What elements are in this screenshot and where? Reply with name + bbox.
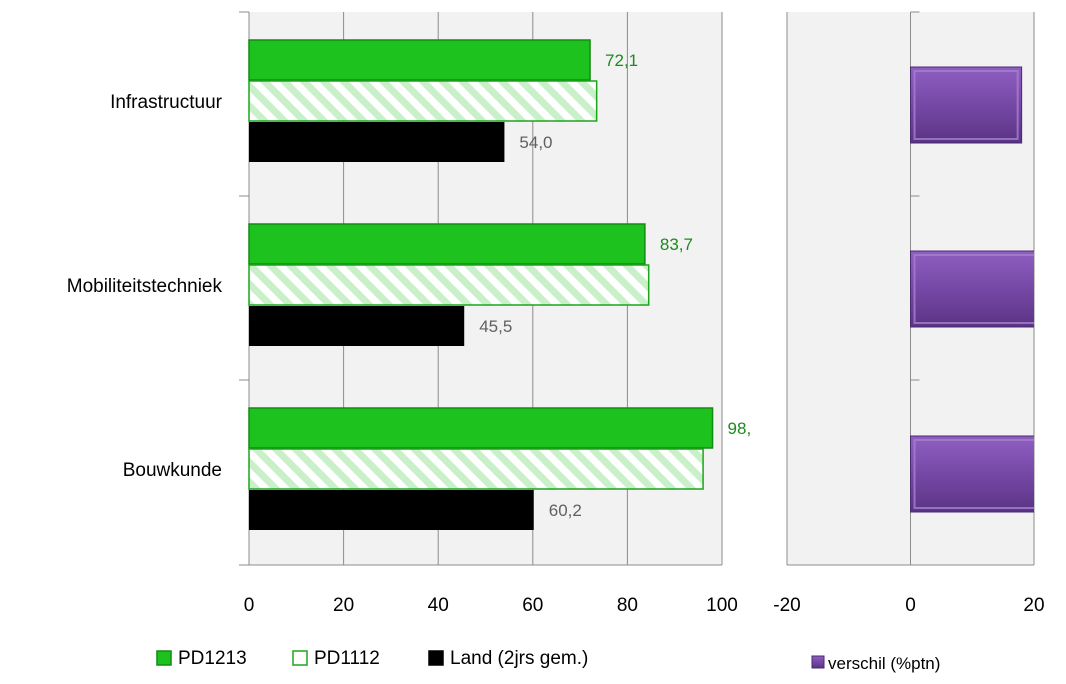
right-x-tick-label: 20 xyxy=(1023,595,1044,616)
data-label-pd1213-infrastructuur: 72,1 xyxy=(605,51,638,70)
bar-verschil-mobiliteitstechniek xyxy=(911,251,1066,327)
bar-pd1213-mobiliteitstechniek xyxy=(249,224,645,264)
category-label-bouwkunde: Bouwkunde xyxy=(123,460,222,481)
legend: PD1213 PD1112 Land (2jrs gem.) verschil (%p… xyxy=(157,648,940,673)
category-label-infrastructuur: Infrastructuur xyxy=(110,92,223,113)
bar-pd1213-bouwkunde xyxy=(249,408,713,448)
bar-land-2jrs-gem-bouwkunde xyxy=(249,490,534,530)
legend-label-land-2jrs-gem: Land (2jrs gem.) xyxy=(450,648,588,669)
legend-swatch-pd1112 xyxy=(293,651,307,665)
bar-verschil-bouwkunde xyxy=(911,436,1066,512)
left-x-tick-label: 60 xyxy=(522,595,543,616)
data-label-pd1213-bouwkunde: 98, xyxy=(728,419,752,438)
right-bar-chart: -20 0 20 xyxy=(773,12,1066,616)
bar-pd1112-bouwkunde xyxy=(249,449,703,489)
left-x-tick-label: 20 xyxy=(333,595,354,616)
legend-label-pd1213: PD1213 xyxy=(178,648,247,669)
legend-label-pd1112: PD1112 xyxy=(314,648,380,669)
right-x-tick-label: -20 xyxy=(773,595,800,616)
legend-swatch-pd1213 xyxy=(157,651,171,665)
bar-land-2jrs-gem-infrastructuur xyxy=(249,122,504,162)
legend-swatch-land-2jrs-gem xyxy=(429,651,443,665)
right-bars xyxy=(911,67,1066,512)
data-label-pd1213-mobiliteitstechniek: 83,7 xyxy=(660,235,693,254)
bar-pd1112-mobiliteitstechniek xyxy=(249,265,649,305)
left-bar-chart: 0 20 40 60 80 100 Infrastructuur 72,1 54,0 Mobili… xyxy=(67,12,751,616)
bar-pd1112-infrastructuur xyxy=(249,81,597,121)
data-label-land-2jrs-gem-mobiliteitstechniek: 45,5 xyxy=(479,317,512,336)
left-x-tick-label: 40 xyxy=(428,595,449,616)
left-x-tick-label: 100 xyxy=(706,595,738,616)
data-label-land-2jrs-gem-infrastructuur: 54,0 xyxy=(519,133,552,152)
right-x-tick-label: 0 xyxy=(905,595,916,616)
bar-verschil-infrastructuur xyxy=(911,67,1022,143)
legend-swatch-verschil-ptn xyxy=(812,656,824,668)
left-x-tick-label: 0 xyxy=(244,595,255,616)
category-label-mobiliteitstechniek: Mobiliteitstechniek xyxy=(67,276,223,297)
legend-label-verschil-ptn: verschil (%ptn) xyxy=(828,654,940,673)
left-x-tick-label: 80 xyxy=(617,595,638,616)
bar-land-2jrs-gem-mobiliteitstechniek xyxy=(249,306,464,346)
data-label-land-2jrs-gem-bouwkunde: 60,2 xyxy=(549,501,582,520)
bar-pd1213-infrastructuur xyxy=(249,40,590,80)
